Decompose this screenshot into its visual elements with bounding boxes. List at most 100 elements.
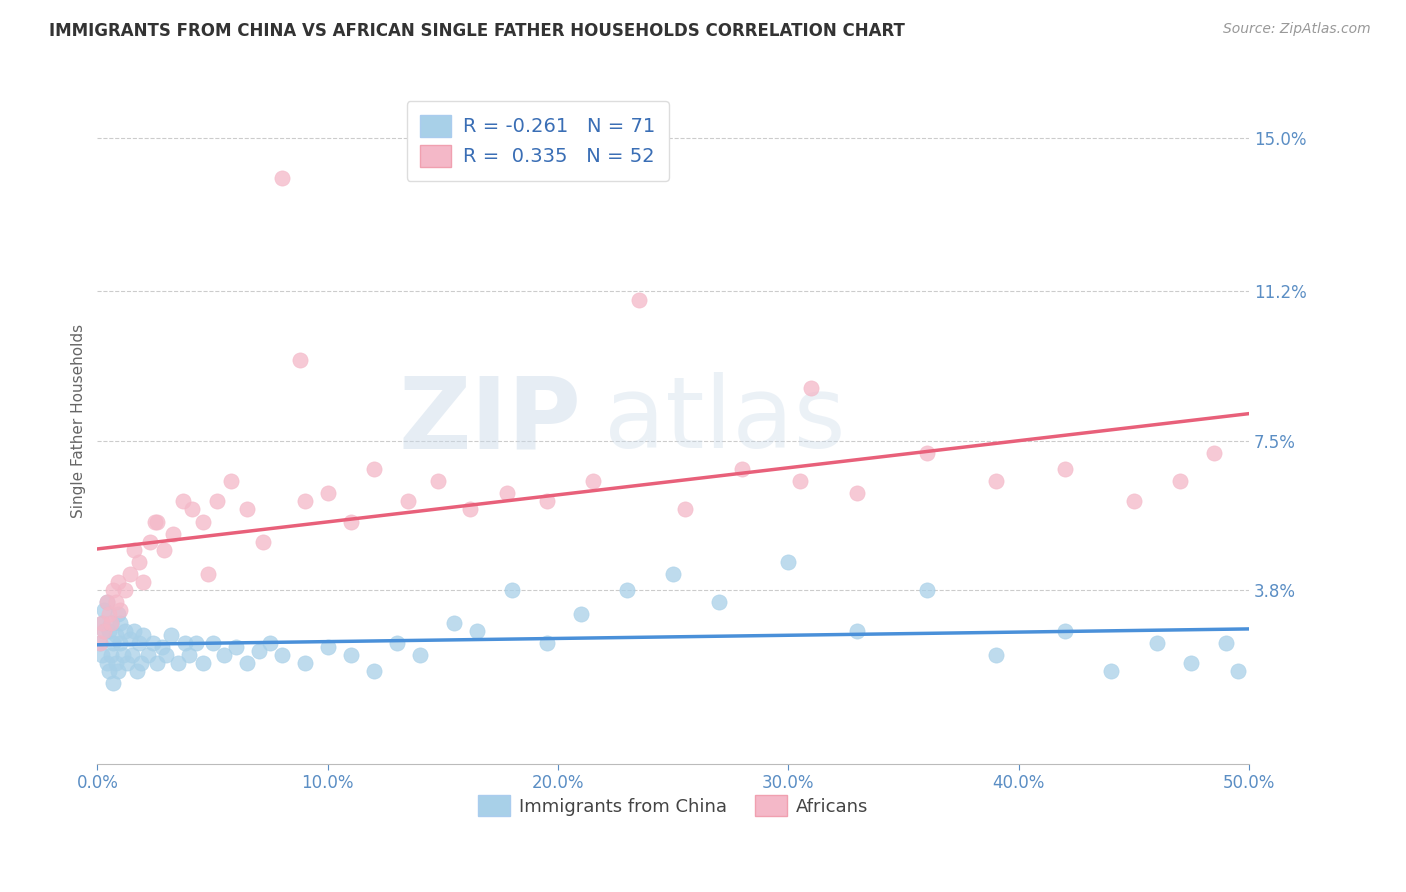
Point [103,583,125,598]
Point [467,624,489,638]
Point [96,595,118,609]
Point [339,515,361,529]
Point [100,615,122,630]
Point [1215,636,1237,650]
Point [627,293,650,307]
Point [800,381,823,395]
Point [107,664,129,678]
Point [294,656,316,670]
Point [100,648,122,662]
Point [316,486,339,500]
Point [247,644,270,658]
Point [91,648,114,662]
Point [1146,636,1168,650]
Point [673,502,696,516]
Point [984,474,1007,488]
Point [496,486,519,500]
Point [122,624,145,638]
Point [193,656,215,670]
Point [270,171,292,186]
Point [111,648,134,662]
Point [501,583,523,598]
Point [107,575,129,590]
Text: Source: ZipAtlas.com: Source: ZipAtlas.com [1223,22,1371,37]
Legend: Immigrants from China, Africans: Immigrants from China, Africans [471,789,876,823]
Point [139,534,162,549]
Point [409,648,432,662]
Point [709,595,731,609]
Point [114,624,136,638]
Point [96,656,118,670]
Point [91,615,114,630]
Point [103,676,125,690]
Y-axis label: Single Father Households: Single Father Households [72,324,86,517]
Point [288,353,311,368]
Point [460,502,482,516]
Point [172,494,194,508]
Point [110,615,132,630]
Point [118,632,141,646]
Point [110,603,132,617]
Point [1180,656,1202,670]
Point [236,502,259,516]
Point [427,474,450,488]
Point [93,603,115,617]
Point [236,656,259,670]
Point [1053,462,1076,476]
Point [150,640,173,654]
Point [114,583,136,598]
Point [93,624,115,638]
Point [846,486,869,500]
Point [160,627,183,641]
Point [1122,494,1144,508]
Point [316,640,339,654]
Point [1053,624,1076,638]
Point [122,542,145,557]
Point [128,636,150,650]
Point [97,624,120,638]
Point [97,607,120,622]
Point [219,474,242,488]
Point [118,567,141,582]
Point [662,567,685,582]
Point [110,636,132,650]
Point [132,575,155,590]
Point [104,595,127,609]
Text: ZIP: ZIP [398,372,581,469]
Point [132,627,155,641]
Point [443,615,465,630]
Point [339,648,361,662]
Point [731,462,754,476]
Point [536,494,558,508]
Point [225,640,247,654]
Point [197,567,219,582]
Point [616,583,638,598]
Point [142,636,165,650]
Point [180,502,202,516]
Point [363,462,385,476]
Point [143,515,166,529]
Point [117,656,139,670]
Point [97,664,120,678]
Point [205,494,228,508]
Point [915,446,938,460]
Point [91,615,114,630]
Point [100,615,122,630]
Point [201,636,224,650]
Point [846,624,869,638]
Point [536,636,558,650]
Point [1226,664,1249,678]
Point [1204,446,1226,460]
Point [155,648,177,662]
Point [103,636,125,650]
Point [363,664,385,678]
Point [1099,664,1122,678]
Point [136,648,159,662]
Point [385,636,408,650]
Point [104,627,127,641]
Point [186,636,208,650]
Point [104,656,127,670]
Point [146,515,169,529]
Point [252,534,274,549]
Point [1168,474,1191,488]
